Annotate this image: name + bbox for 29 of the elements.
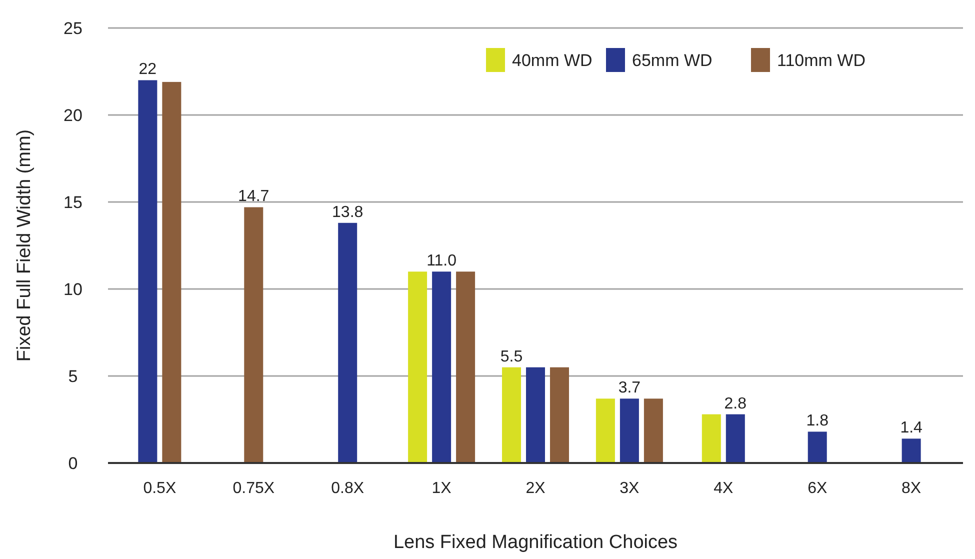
x-tick-label: 2X	[526, 480, 546, 497]
y-tick-label: 15	[64, 192, 82, 212]
legend-label: 40mm WD	[512, 50, 592, 70]
data-label: 5.5	[500, 348, 523, 366]
data-label: 1.8	[806, 412, 829, 430]
y-tick-label: 25	[64, 18, 82, 38]
x-tick-label: 1X	[432, 480, 452, 497]
data-label: 22	[138, 61, 157, 78]
y-tick-label: 20	[64, 106, 82, 125]
y-tick-label: 0	[68, 454, 78, 473]
data-label: 3.7	[618, 380, 641, 397]
x-axis-title: Lens Fixed Magnification Choices	[393, 532, 678, 553]
data-label: 2.8	[724, 395, 747, 412]
data-label: 1.4	[900, 420, 923, 437]
x-tick-label: 6X	[808, 480, 828, 497]
x-tick-label: 0.75X	[232, 480, 275, 497]
y-tick-label: 10	[64, 280, 82, 299]
y-axis-title: Fixed Full Field Width (mm)	[14, 129, 35, 362]
x-tick-label: 0.8X	[331, 480, 364, 497]
legend-label: 110mm WD	[777, 50, 866, 70]
x-tick-label: 3X	[620, 480, 640, 497]
data-label: 14.7	[238, 188, 270, 206]
y-tick-label: 5	[68, 366, 78, 386]
data-label: 13.8	[332, 204, 364, 221]
x-tick-label: 4X	[714, 480, 734, 497]
x-tick-label: 8X	[902, 480, 922, 497]
x-tick-label: 0.5X	[143, 480, 176, 497]
legend-label: 65mm WD	[632, 50, 712, 70]
data-label: 11.0	[426, 252, 457, 270]
